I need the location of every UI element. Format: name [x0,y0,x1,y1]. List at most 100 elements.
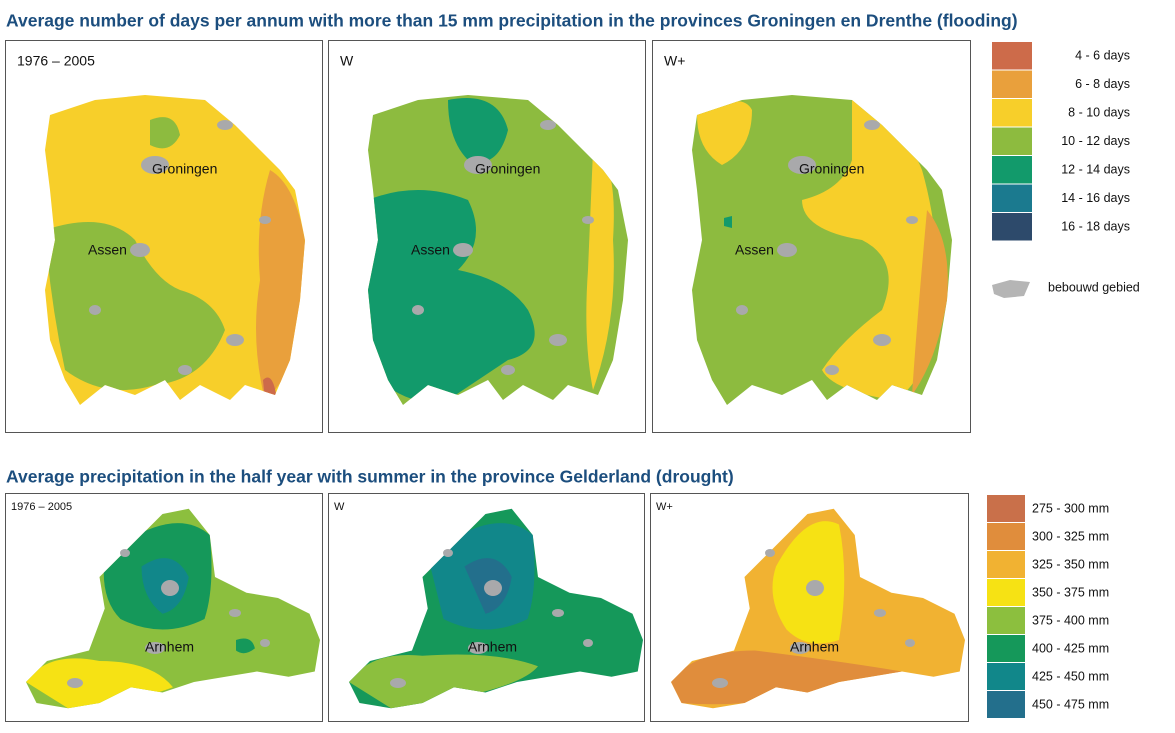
legend-label: 275 - 300 mm [1032,501,1109,515]
map-panel: W+ Groningen Assen [652,40,971,433]
built-up-area [712,678,728,688]
panel-label: 1976 – 2005 [17,53,95,69]
place-name: Assen [411,242,450,258]
legend-swatch [987,635,1025,662]
map-regions [692,95,952,405]
built-up-area [412,305,424,315]
legend-label: 12 - 14 days [1061,163,1130,177]
legend-label: 14 - 16 days [1061,191,1130,205]
built-up-area [145,642,165,654]
section-title: Average precipitation in the half year w… [6,467,734,487]
place-name: Arnhem [468,639,517,655]
built-up-area [790,642,810,654]
legend-label: bebouwd gebied [1048,280,1140,294]
legend-label: 450 - 475 mm [1032,697,1109,711]
legend-swatch [992,127,1032,155]
built-up-area [468,642,488,654]
section-title: Average number of days per annum with mo… [6,11,1018,31]
legend-label: 10 - 12 days [1061,134,1130,148]
built-up-area [89,305,101,315]
legend-swatch [987,495,1025,522]
built-up-area [582,216,594,224]
map-panel: 1976 – 2005 Groningen Assen [5,40,323,433]
built-up-area [464,156,492,174]
built-up-symbol [992,280,1030,298]
built-up-area [260,639,270,647]
built-up-area [178,365,192,375]
built-up-area [736,305,748,315]
place-name: Groningen [152,161,217,177]
legend-label: 16 - 18 days [1061,220,1130,234]
built-up-area [874,609,886,617]
legend-swatch [987,551,1025,578]
map-region [368,190,535,402]
legend-label: 4 - 6 days [1075,49,1130,63]
map-panel: W+ Arnhem [650,493,969,722]
map-panel: W Groningen Assen [328,40,646,433]
built-up-area [864,120,880,130]
built-up-area [120,549,130,557]
legend-label: 350 - 375 mm [1032,585,1109,599]
map-panel: 1976 – 2005 Arnhem [5,493,323,722]
legend-swatch [987,663,1025,690]
built-up-area [161,580,179,596]
legend-swatch [987,691,1025,718]
place-name: Groningen [475,161,540,177]
map-region [235,638,255,654]
legend-swatch [992,156,1032,184]
legend-swatch [992,213,1032,241]
built-up-area [777,243,797,257]
map-region [912,210,948,395]
built-up-area [825,365,839,375]
built-up-area [229,609,241,617]
place-name: Arnhem [790,639,839,655]
legend-label: 6 - 8 days [1075,77,1130,91]
built-up-area [873,334,891,346]
built-up-area [226,334,244,346]
map-region [724,216,732,228]
built-up-area [765,549,775,557]
legend-label: 8 - 10 days [1068,106,1130,120]
built-up-area [549,334,567,346]
built-up-area [806,580,824,596]
legend-label: 425 - 450 mm [1032,669,1109,683]
map-region [802,100,938,400]
panel-label: W+ [656,501,673,513]
built-up-area [905,639,915,647]
panel-label: W [334,501,345,513]
map-panel: W Arnhem [328,493,645,722]
legend-swatch [987,579,1025,606]
panel-label: W [340,53,354,69]
built-up-area [130,243,150,257]
panel-label: W+ [664,53,685,69]
built-up-area [583,639,593,647]
legend-swatch [987,523,1025,550]
place-name: Arnhem [145,639,194,655]
map-region [448,98,508,162]
legend-label: 325 - 350 mm [1032,557,1109,571]
legend-swatch [992,99,1032,127]
built-up-area [390,678,406,688]
built-up-area [484,580,502,596]
built-up-area [453,243,473,257]
built-up-area [141,156,169,174]
place-name: Assen [735,242,774,258]
map-region [697,101,752,165]
built-up-area [552,609,564,617]
built-up-area [443,549,453,557]
legend-swatch [992,184,1032,212]
built-up-area [501,365,515,375]
map-region [671,650,902,705]
map-region [150,117,180,149]
legend-label: 300 - 325 mm [1032,529,1109,543]
legend-swatch [992,42,1032,70]
built-up-area [259,216,271,224]
legend-swatch [992,70,1032,98]
place-name: Assen [88,242,127,258]
map-region [45,222,225,390]
panel-label: 1976 – 2005 [11,501,72,513]
map-region [772,521,845,644]
place-name: Groningen [799,161,864,177]
